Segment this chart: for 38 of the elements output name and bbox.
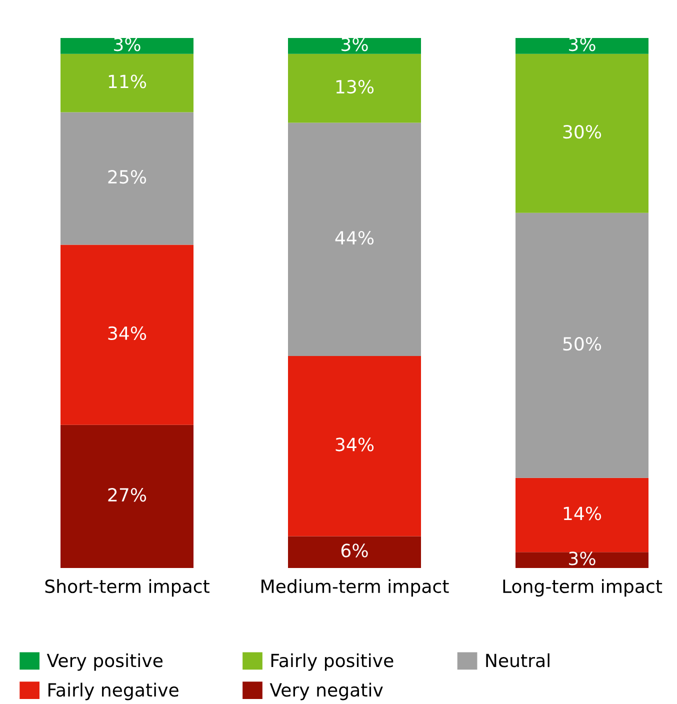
data-label: 50% <box>563 336 602 351</box>
bar <box>288 54 421 123</box>
data-label: 6% <box>341 544 368 558</box>
x-tick-label: Short-term impact <box>45 579 210 597</box>
data-label: 34% <box>108 326 146 340</box>
data-label: 11% <box>108 74 146 88</box>
data-label: 3% <box>114 38 140 52</box>
bar <box>288 122 421 356</box>
data-label: 14% <box>564 506 602 520</box>
data-label: 3% <box>342 38 368 52</box>
bar <box>516 478 648 552</box>
bar <box>60 38 194 54</box>
bar <box>516 54 648 213</box>
legend-label: Fairly negative <box>48 682 178 700</box>
bar <box>516 552 648 568</box>
bar <box>60 244 194 425</box>
x-tick-label: Long-term impact <box>503 579 662 597</box>
data-label: 27% <box>108 488 146 502</box>
x-tick-label: Medium-term impact <box>262 579 449 597</box>
legend-label: Fairly positive <box>271 653 394 671</box>
bar <box>60 54 194 112</box>
legend-label: Neutral <box>486 653 550 668</box>
bar <box>516 38 648 54</box>
data-label: 13% <box>336 80 374 94</box>
data-label: 44% <box>335 230 374 245</box>
bar <box>60 424 194 568</box>
bar <box>288 38 421 54</box>
bar <box>516 212 648 478</box>
data-label: 3% <box>569 552 596 566</box>
bar <box>288 536 421 568</box>
bar <box>288 356 421 536</box>
bar <box>60 112 194 245</box>
data-label: 3% <box>569 38 596 52</box>
data-label: 25% <box>108 170 146 184</box>
data-label: 34% <box>336 438 374 452</box>
data-label: 30% <box>563 124 602 139</box>
legend-label: Very negativ <box>270 682 383 700</box>
legend-label: Very positive <box>46 653 162 671</box>
